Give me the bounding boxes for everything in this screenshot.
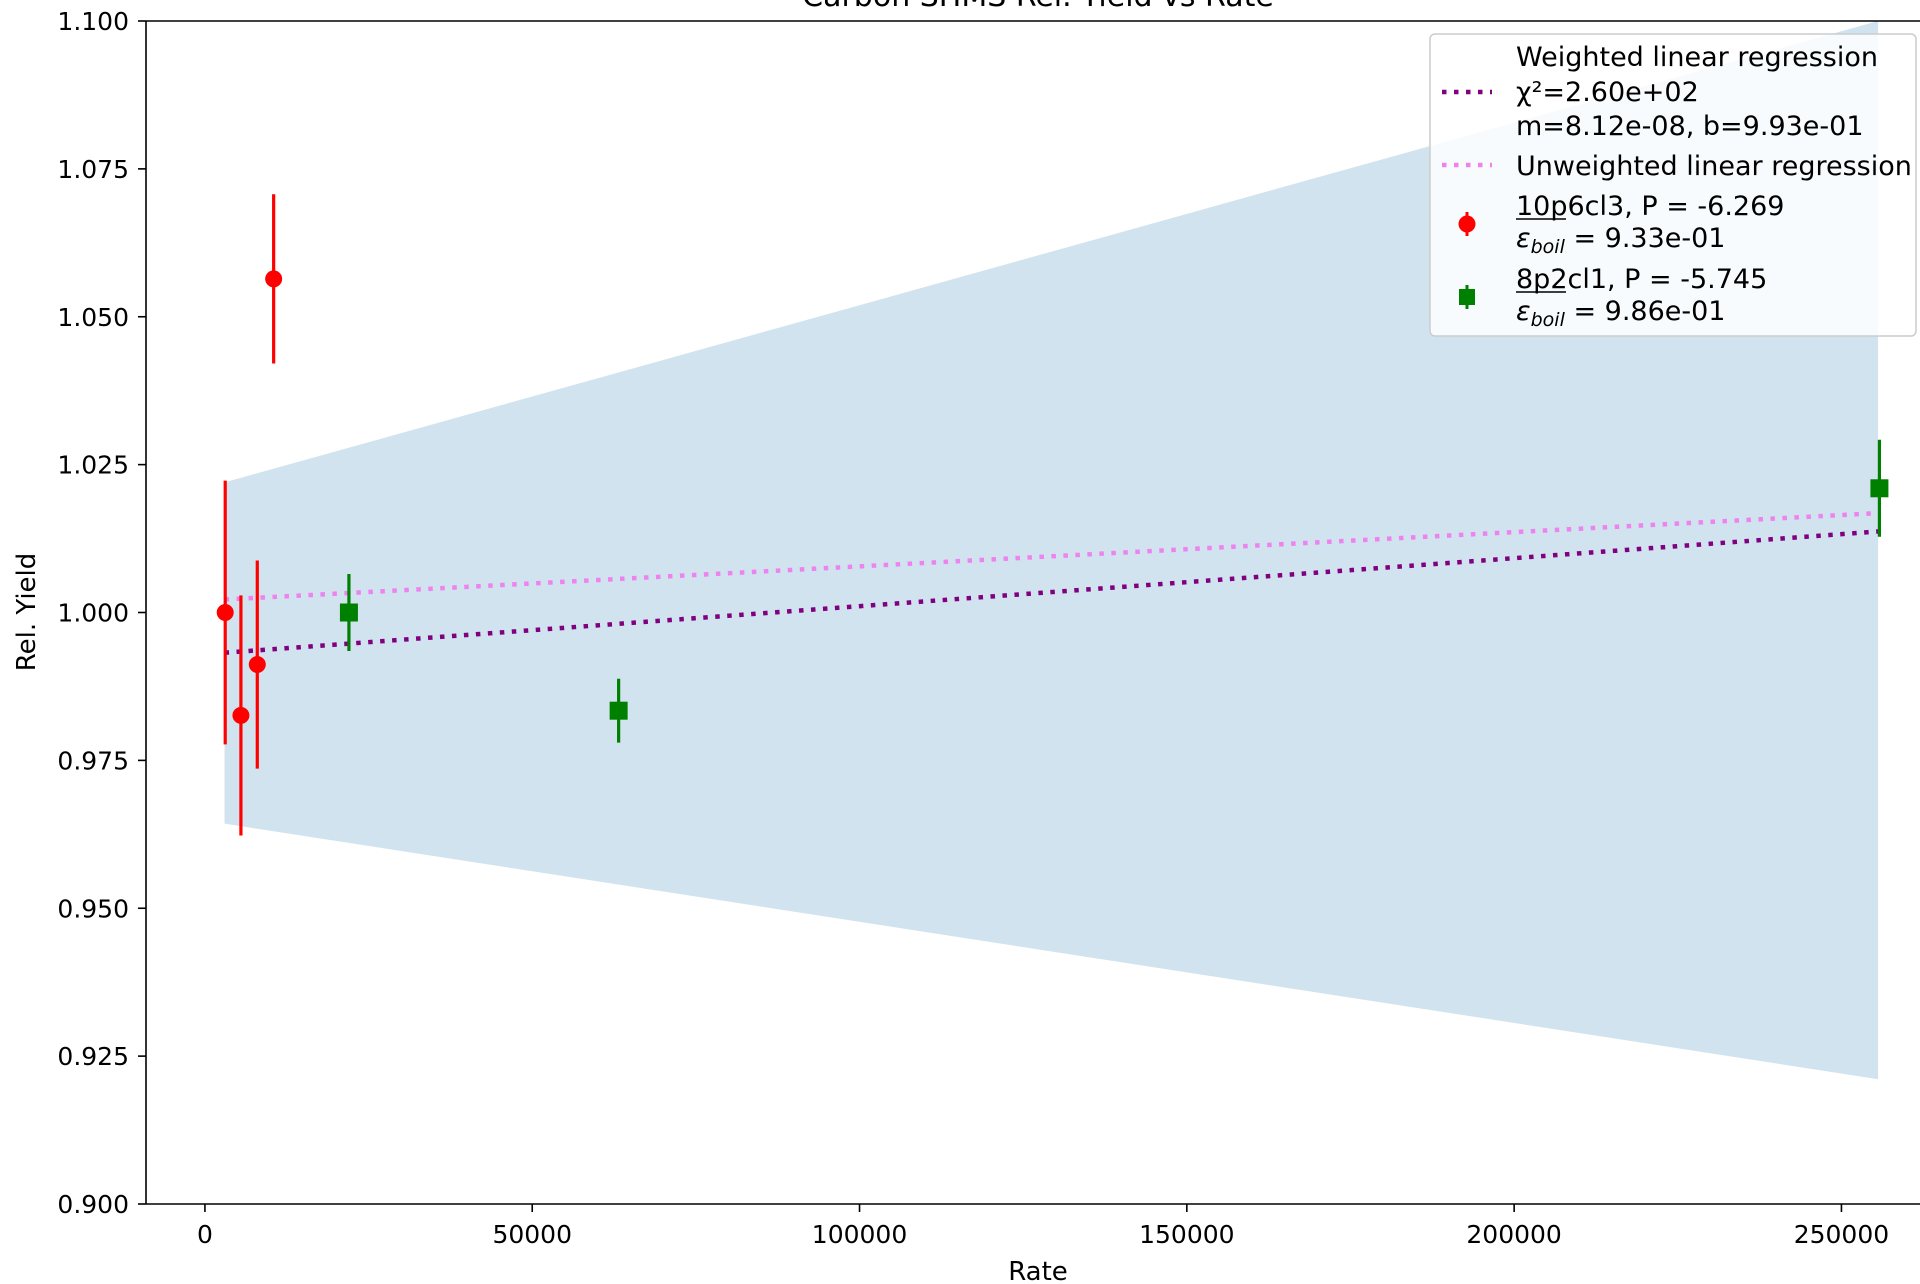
series-10p6cl3-point — [265, 194, 283, 364]
legend-s2-eps: εboil = 9.86e-01 — [1516, 296, 1725, 331]
y-axis-label: Rel. Yield — [12, 553, 42, 672]
legend-weighted-chi2: χ²=2.60e+02 — [1516, 77, 1699, 108]
series-8p2cl1-point — [339, 574, 358, 651]
legend-weighted-params: m=8.12e-08, b=9.93e-01 — [1516, 111, 1864, 142]
x-axis-label: Rate — [1008, 1257, 1068, 1284]
data-marker — [216, 604, 234, 621]
x-tick-label: 100000 — [812, 1220, 907, 1249]
series-10p6cl3-point — [248, 560, 266, 769]
data-marker — [265, 270, 283, 288]
data-marker — [339, 603, 358, 622]
y-tick-label: 0.925 — [57, 1042, 129, 1071]
data-marker — [232, 706, 250, 724]
legend-s2-label: 8p2cl1, P = -5.745 — [1516, 264, 1767, 295]
series-10p6cl3-point — [216, 480, 234, 745]
legend-s1-marker — [1458, 215, 1476, 233]
x-tick-label: 0 — [197, 1220, 213, 1249]
legend-weighted-label: Weighted linear regression — [1516, 42, 1878, 73]
x-tick-label: 200000 — [1466, 1220, 1561, 1249]
y-tick-label: 1.025 — [57, 451, 129, 480]
y-tick-label: 1.100 — [57, 7, 129, 36]
legend-box — [1429, 33, 1917, 337]
data-marker — [248, 656, 266, 674]
legend-s1-label: 10p6cl3, P = -6.269 — [1516, 191, 1784, 222]
legend-s1-eps: εboil = 9.33e-01 — [1516, 223, 1725, 258]
x-tick-label: 150000 — [1139, 1220, 1234, 1249]
y-tick-label: 1.050 — [57, 303, 129, 332]
legend-s2-marker — [1459, 289, 1475, 305]
series-8p2cl1-point — [1870, 439, 1889, 537]
y-tick-label: 0.900 — [57, 1190, 129, 1219]
data-marker — [1870, 479, 1889, 498]
y-tick-label: 0.975 — [57, 746, 129, 775]
y-tick-label: 1.075 — [57, 155, 129, 184]
x-tick-label: 250000 — [1794, 1220, 1889, 1249]
legend-unweighted-label: Unweighted linear regression — [1516, 151, 1912, 182]
legend: Weighted linear regression χ²=2.60e+02m=8… — [1429, 33, 1917, 337]
chart-title: Carbon SHMS Rel. Yield vs Rate — [802, 0, 1274, 14]
series-10p6cl3-point — [232, 595, 250, 836]
data-marker — [609, 701, 628, 720]
y-tick-label: 1.000 — [57, 599, 129, 628]
series-8p2cl1-point — [609, 678, 628, 743]
x-tick-label: 50000 — [492, 1220, 572, 1249]
weighted-regression-line — [224, 529, 1879, 655]
y-tick-label: 0.950 — [57, 894, 129, 923]
